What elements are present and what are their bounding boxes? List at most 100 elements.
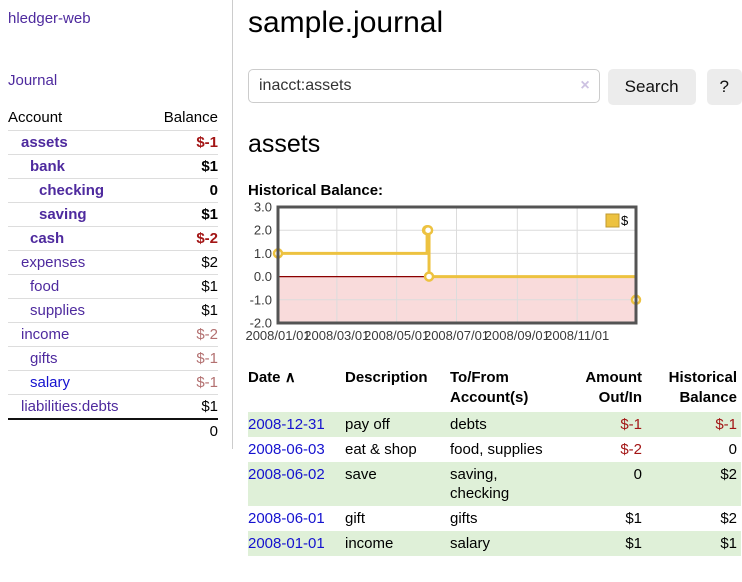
register-date-cell: 2008-01-01 xyxy=(248,531,345,556)
svg-text:2008/05/01: 2008/05/01 xyxy=(364,328,429,343)
register-balance-cell: $-1 xyxy=(642,412,741,437)
svg-text:1.0: 1.0 xyxy=(254,246,272,261)
account-row: checking 0 xyxy=(8,179,218,203)
account-row: saving$1 xyxy=(8,203,218,227)
account-row: income $-2 xyxy=(8,323,218,347)
account-balance: 0 xyxy=(149,179,218,203)
main-content: sample.journal × Search ? assets Histori… xyxy=(233,0,742,556)
svg-text:$: $ xyxy=(621,213,629,228)
svg-text:2.0: 2.0 xyxy=(254,223,272,238)
account-link[interactable]: assets xyxy=(21,134,68,151)
register-amount-cell: 0 xyxy=(570,462,642,506)
register-date-cell: 2008-06-03 xyxy=(248,437,345,462)
app-root: hledger-web Journal Account Balance asse… xyxy=(0,0,742,556)
account-row: liabilities:debts$1 xyxy=(8,395,218,420)
transaction-date-link[interactable]: 2008-06-02 xyxy=(248,466,325,483)
account-row: salary$-1 xyxy=(8,371,218,395)
account-row: food $1 xyxy=(8,275,218,299)
register-table-body: 2008-12-31pay offdebts$-1$-12008-06-03ea… xyxy=(248,412,741,556)
account-balance: $-2 xyxy=(149,323,218,347)
account-link[interactable]: liabilities:debts xyxy=(21,398,119,415)
accounts-table: Account Balance assets$-1bank$1checking0… xyxy=(8,106,218,443)
register-date-cell: 2008-06-01 xyxy=(248,506,345,531)
register-description-cell: eat & shop xyxy=(345,437,450,462)
sort-asc-icon: ∧ xyxy=(285,369,296,386)
svg-text:2008/03/01: 2008/03/01 xyxy=(304,328,369,343)
account-link[interactable]: cash xyxy=(30,230,64,247)
search-form: × Search ? xyxy=(248,69,742,105)
transaction-date-link[interactable]: 2008-12-31 xyxy=(248,416,325,433)
register-row: 2008-06-03 eat & shopfood, supplies$-20 xyxy=(248,437,741,462)
register-balance-cell: $2 xyxy=(642,462,741,506)
historical-balance-chart: $3.02.01.00.0-1.0-2.02008/01/012008/03/0… xyxy=(248,204,742,350)
sidebar-item-journal[interactable]: Journal xyxy=(8,72,232,89)
register-description-cell: gift xyxy=(345,506,450,531)
account-row: cash $-2 xyxy=(8,227,218,251)
register-row: 2008-01-01incomesalary$1$1 xyxy=(248,531,741,556)
app-title-link[interactable]: hledger-web xyxy=(8,10,232,27)
register-table: Date ∧ Description To/From Account(s) Am… xyxy=(248,366,741,556)
search-input-wrap: × xyxy=(248,69,600,105)
transaction-date-link[interactable]: 2008-01-01 xyxy=(248,535,325,552)
account-link[interactable]: income xyxy=(21,326,69,343)
account-balance: $-1 xyxy=(149,131,218,155)
chart-label: Historical Balance: xyxy=(248,182,742,199)
account-row: assets $-1 xyxy=(8,131,218,155)
register-description-cell: pay off xyxy=(345,412,450,437)
search-input[interactable] xyxy=(248,69,600,103)
register-header-date[interactable]: Date ∧ xyxy=(248,366,345,412)
register-accounts-cell: salary xyxy=(450,531,570,556)
register-date-cell: 2008-06-02 xyxy=(248,462,345,506)
account-link[interactable]: gifts xyxy=(30,350,58,367)
account-balance: $-2 xyxy=(149,227,218,251)
register-description-cell: save xyxy=(345,462,450,506)
svg-text:2008/11/01: 2008/11/01 xyxy=(545,328,609,343)
account-link[interactable]: salary xyxy=(30,374,70,391)
account-balance: $1 xyxy=(149,299,218,323)
account-balance: $1 xyxy=(149,275,218,299)
register-row: 2008-12-31pay offdebts$-1$-1 xyxy=(248,412,741,437)
account-row: expenses $2 xyxy=(8,251,218,275)
account-row: supplies $1 xyxy=(8,299,218,323)
account-link[interactable]: saving xyxy=(39,206,87,223)
register-amount-cell: $1 xyxy=(570,506,642,531)
account-link[interactable]: expenses xyxy=(21,254,85,271)
register-header-accounts: To/From Account(s) xyxy=(450,366,570,412)
register-balance-cell: $2 xyxy=(642,506,741,531)
register-description-cell: income xyxy=(345,531,450,556)
register-amount-cell: $-2 xyxy=(570,437,642,462)
accounts-table-body: assets$-1bank$1checking0saving$1cash$-2e… xyxy=(8,131,218,420)
balance-chart-svg: $3.02.01.00.0-1.0-2.02008/01/012008/03/0… xyxy=(248,204,648,346)
account-link[interactable]: checking xyxy=(39,182,104,199)
register-balance-cell: $1 xyxy=(642,531,741,556)
accounts-total-row: 0 xyxy=(8,419,218,443)
register-header-balance: Historical Balance xyxy=(642,366,741,412)
svg-text:-1.0: -1.0 xyxy=(250,292,272,307)
svg-text:2008/07/01: 2008/07/01 xyxy=(424,328,489,343)
account-link[interactable]: food xyxy=(30,278,59,295)
sidebar: hledger-web Journal Account Balance asse… xyxy=(0,0,233,449)
account-row: gifts$-1 xyxy=(8,347,218,371)
register-accounts-cell: debts xyxy=(450,412,570,437)
account-balance: $1 xyxy=(149,155,218,179)
register-date-cell: 2008-12-31 xyxy=(248,412,345,437)
register-balance-cell: 0 xyxy=(642,437,741,462)
register-header-description: Description xyxy=(345,366,450,412)
account-row: bank $1 xyxy=(8,155,218,179)
svg-text:2008/01/01: 2008/01/01 xyxy=(245,328,310,343)
account-heading: assets xyxy=(248,130,742,159)
help-button[interactable]: ? xyxy=(707,69,742,105)
accounts-header-account: Account xyxy=(8,106,149,131)
clear-search-icon[interactable]: × xyxy=(580,76,589,96)
accounts-total-value: 0 xyxy=(8,419,218,443)
transaction-date-link[interactable]: 2008-06-01 xyxy=(248,510,325,527)
register-row: 2008-06-01giftgifts$1$2 xyxy=(248,506,741,531)
account-link[interactable]: bank xyxy=(30,158,65,175)
register-accounts-cell: saving, checking xyxy=(450,462,570,506)
account-balance: $2 xyxy=(149,251,218,275)
account-link[interactable]: supplies xyxy=(30,302,85,319)
search-button[interactable]: Search xyxy=(608,69,696,105)
register-row: 2008-06-02 savesaving, checking0$2 xyxy=(248,462,741,506)
register-accounts-cell: food, supplies xyxy=(450,437,570,462)
transaction-date-link[interactable]: 2008-06-03 xyxy=(248,441,325,458)
